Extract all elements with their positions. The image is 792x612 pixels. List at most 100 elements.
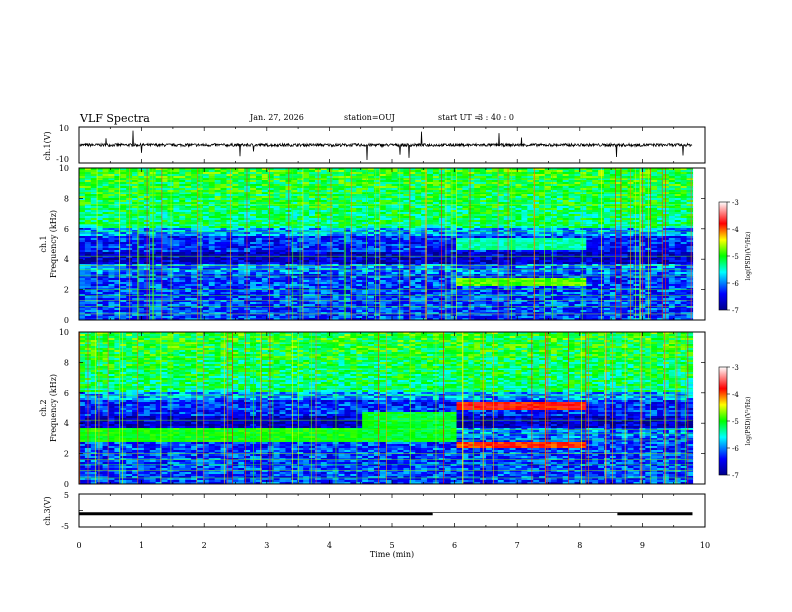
spectrogram-cell xyxy=(480,176,487,179)
spectrogram-cell xyxy=(521,218,528,221)
spectrogram-cell xyxy=(432,216,440,219)
spectrogram-cell xyxy=(120,204,127,207)
spectrogram-cell xyxy=(326,168,334,171)
spectrogram-cell xyxy=(397,200,405,203)
ch1-waveform-panel: 10 -10 ch.1(V) xyxy=(43,124,706,164)
spectrogram-cell xyxy=(208,194,216,197)
spectrogram-cell xyxy=(84,246,92,249)
spectrogram-cell xyxy=(155,172,163,175)
spectrogram-cell xyxy=(132,246,139,249)
spectrogram-cell xyxy=(120,182,127,185)
spectrogram-cell xyxy=(79,194,86,197)
spectrogram-cell xyxy=(297,250,304,253)
spectrogram-cell xyxy=(521,216,528,219)
spectrogram-cell xyxy=(102,186,110,189)
spectrogram-cell xyxy=(196,260,204,263)
spectrogram-cell xyxy=(79,236,86,239)
spectrogram-cell xyxy=(214,258,222,261)
spectrogram-cell xyxy=(244,228,251,231)
spectrogram-cell xyxy=(432,236,440,239)
spectrogram-cell xyxy=(326,172,334,175)
spectrogram-cell xyxy=(539,222,546,225)
spectrogram-cell xyxy=(586,212,593,215)
spectrogram-cell xyxy=(208,240,216,243)
spectrogram-cell xyxy=(244,174,251,177)
spectrogram-cell xyxy=(533,234,540,237)
spectrogram-cell xyxy=(438,186,446,189)
spectrogram-cell xyxy=(173,212,180,215)
spectrogram-cell xyxy=(96,170,104,173)
spectrogram-cell xyxy=(586,190,593,193)
spectrogram-cell xyxy=(244,188,251,191)
spectrogram-cell xyxy=(450,192,458,195)
spectrogram-cell xyxy=(137,212,145,215)
spectrogram-cell xyxy=(102,222,110,225)
spectrogram-cell xyxy=(427,236,434,239)
spectrogram-cell xyxy=(409,212,416,215)
spectrogram-cell xyxy=(291,252,298,255)
spectrogram-cell xyxy=(120,242,127,245)
spectrogram-cell xyxy=(480,194,487,197)
spectrogram-cell xyxy=(657,240,664,243)
spectrogram-cell xyxy=(674,206,682,209)
spectrogram-cell xyxy=(580,244,587,247)
spectrogram-cell xyxy=(79,254,86,257)
spectrogram-cell xyxy=(185,188,192,191)
spectrogram-cell xyxy=(415,250,422,253)
spectrogram-cell xyxy=(202,220,210,223)
spectrogram-cell xyxy=(680,212,688,215)
spectrogram-cell xyxy=(497,224,505,227)
spectrogram-cell xyxy=(338,238,346,241)
spectrogram-cell xyxy=(137,194,145,197)
spectrogram-cell xyxy=(633,226,640,229)
spectrogram-cell xyxy=(244,180,251,183)
spectrogram-cell xyxy=(368,232,375,235)
spectrogram-cell xyxy=(297,216,304,219)
spectrogram-cell xyxy=(238,198,245,201)
spectrogram-cell xyxy=(238,192,245,195)
spectrogram-cell xyxy=(686,172,694,175)
spectrogram-cell xyxy=(427,232,434,235)
spectrogram-cell xyxy=(179,238,186,241)
spectrogram-cell xyxy=(220,168,228,171)
spectrogram-cell xyxy=(196,224,204,227)
spectrogram-cell xyxy=(90,244,98,247)
spectrogram-cell xyxy=(604,254,611,257)
spectrogram-cell xyxy=(633,262,640,265)
spectrogram-cell xyxy=(238,228,245,231)
spectrogram-cell xyxy=(291,234,298,237)
spectrogram-cell xyxy=(539,196,546,199)
spectrogram-cell xyxy=(480,260,487,263)
spectrogram-cell xyxy=(456,190,464,193)
spectrogram-cell xyxy=(391,198,399,201)
spectrogram-cell xyxy=(261,252,269,255)
spectrogram-cell xyxy=(362,262,369,265)
spectrogram-cell xyxy=(539,206,546,209)
spectrogram-cell xyxy=(79,234,86,237)
spectrogram-cell xyxy=(415,214,422,217)
spectrogram-cell xyxy=(474,256,481,259)
ch1-ytick: -10 xyxy=(56,155,69,164)
spectrogram-cell xyxy=(244,230,251,233)
spectrogram-cell xyxy=(273,194,281,197)
spectrogram-cell xyxy=(273,250,281,253)
spectrogram-cell xyxy=(444,254,452,257)
spectrogram-cell xyxy=(226,200,233,203)
spectrogram-cell xyxy=(503,210,511,213)
spectrogram-cell xyxy=(674,244,682,247)
spectrogram-cell xyxy=(185,192,192,195)
spectrogram-cell xyxy=(196,246,204,249)
spectrogram-cell xyxy=(191,246,198,249)
spectrogram-cell xyxy=(421,244,428,247)
spectrogram-cell xyxy=(191,202,198,205)
spectrogram-cell xyxy=(397,186,405,189)
spectrogram-cell xyxy=(674,260,682,263)
spectrogram-cell xyxy=(173,216,180,219)
spectrogram-cell xyxy=(503,228,511,231)
spectrogram-cell xyxy=(397,236,405,239)
spectrogram-cell xyxy=(161,252,169,255)
spectrogram-cell xyxy=(161,196,169,199)
spectrogram-cell xyxy=(120,232,127,235)
spectrogram-cell xyxy=(326,256,334,259)
spectrogram-cell xyxy=(350,226,357,229)
